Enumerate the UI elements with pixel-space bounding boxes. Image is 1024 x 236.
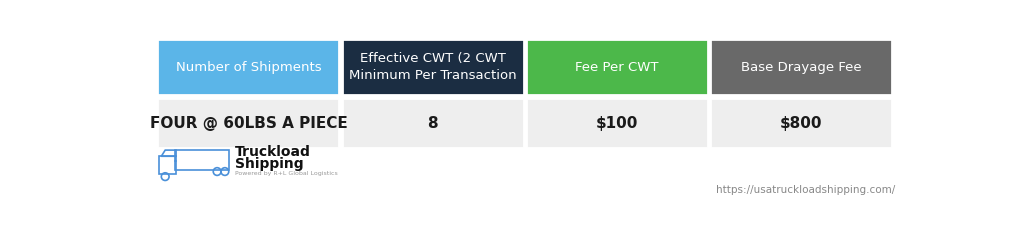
Text: $100: $100 — [596, 116, 638, 131]
Text: Shipping: Shipping — [234, 156, 303, 171]
Bar — [711, 98, 892, 148]
Bar — [159, 156, 176, 173]
Bar — [342, 98, 523, 148]
Text: Effective CWT (2 CWT
Minimum Per Transaction: Effective CWT (2 CWT Minimum Per Transac… — [349, 52, 516, 82]
Bar — [158, 98, 339, 148]
Bar — [342, 39, 523, 95]
Bar — [526, 98, 708, 148]
Text: Number of Shipments: Number of Shipments — [175, 61, 322, 74]
Bar — [526, 39, 708, 95]
Text: 8: 8 — [427, 116, 438, 131]
Text: Truckload: Truckload — [234, 145, 311, 160]
Text: https://usatruckloadshipping.com/: https://usatruckloadshipping.com/ — [716, 185, 895, 195]
Text: Powered by R+L Global Logistics: Powered by R+L Global Logistics — [234, 171, 338, 176]
Text: Base Drayage Fee: Base Drayage Fee — [741, 61, 861, 74]
Bar — [711, 39, 892, 95]
Bar — [158, 39, 339, 95]
Bar — [174, 150, 228, 170]
Text: FOUR @ 60LBS A PIECE: FOUR @ 60LBS A PIECE — [150, 116, 347, 131]
Text: Fee Per CWT: Fee Per CWT — [575, 61, 658, 74]
Text: $800: $800 — [780, 116, 822, 131]
